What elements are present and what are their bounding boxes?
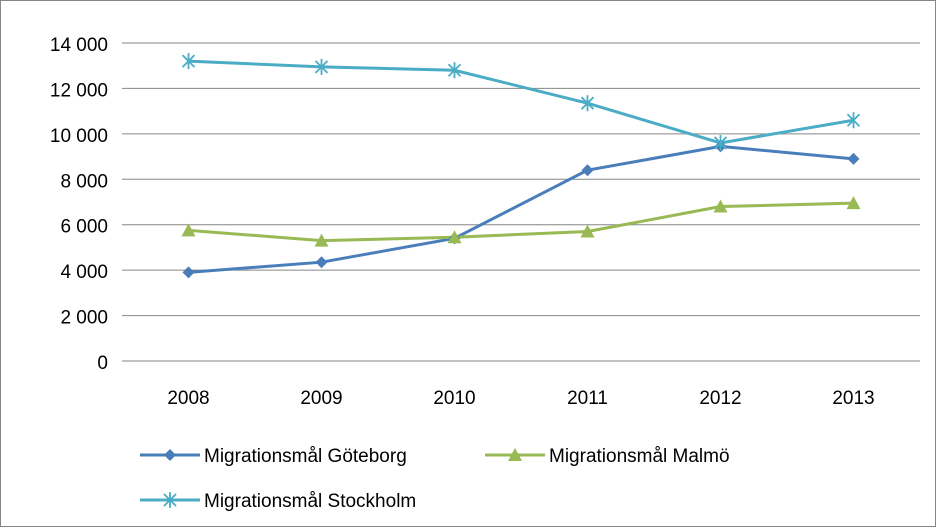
y-tick-label: 8 000	[60, 171, 108, 192]
legend-item: Migrationsmål Göteborg	[140, 446, 407, 467]
legend-label: Migrationsmål Stockholm	[204, 491, 416, 512]
x-tick-label: 2011	[567, 388, 608, 409]
x-tick-label: 2013	[832, 388, 874, 409]
marker	[508, 448, 522, 461]
marker	[181, 223, 196, 237]
y-tick-label: 6 000	[60, 217, 108, 238]
marker	[164, 449, 176, 461]
y-tick-label: 14 000	[50, 35, 108, 56]
marker	[580, 224, 595, 238]
marker	[847, 152, 860, 165]
series-line	[188, 59, 854, 145]
y-tick-label: 0	[97, 353, 108, 374]
x-tick-label: 2010	[433, 388, 475, 409]
legend-label: Migrationsmål Göteborg	[204, 446, 407, 467]
marker	[315, 256, 328, 269]
series-line	[188, 144, 854, 274]
y-tick-label: 2 000	[60, 308, 108, 329]
marker	[846, 112, 861, 129]
marker	[181, 53, 196, 70]
x-tick-label: 2009	[300, 388, 342, 409]
marker	[447, 62, 462, 79]
marker	[581, 164, 594, 177]
y-tick-label: 10 000	[50, 126, 108, 147]
y-tick-label: 12 000	[50, 80, 108, 101]
marker	[713, 199, 728, 213]
marker	[447, 230, 462, 244]
series-line	[188, 201, 854, 243]
marker	[314, 233, 329, 247]
marker	[182, 266, 195, 279]
legend-item: Migrationsmål Malmö	[485, 446, 730, 467]
legend-label: Migrationsmål Malmö	[549, 446, 730, 467]
marker	[163, 492, 177, 508]
x-tick-label: 2008	[167, 388, 209, 409]
y-tick-label: 4 000	[60, 262, 108, 283]
legend-item: Migrationsmål Stockholm	[140, 491, 416, 512]
x-tick-label: 2012	[699, 388, 741, 409]
marker	[713, 134, 728, 151]
marker	[846, 196, 861, 210]
marker	[314, 58, 329, 75]
marker	[580, 95, 595, 112]
